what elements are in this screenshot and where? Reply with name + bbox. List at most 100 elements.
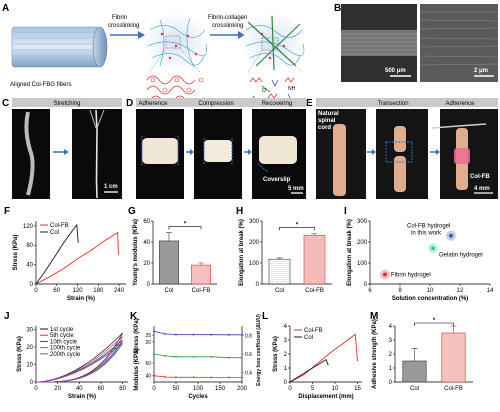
ylabel-G: Young's modulus (KPa): [133, 219, 139, 286]
bar-M-Col-FB: [441, 332, 466, 383]
sem-image-low-mag: [341, 4, 417, 82]
series-point-K: [227, 356, 230, 359]
panel-label-D: D: [126, 98, 133, 109]
category-label-G: Col-FB: [192, 288, 211, 294]
point-label-I: Col-FB hydrogel: [407, 224, 450, 230]
xtick-label-K: 0: [152, 386, 156, 392]
arrow-E1-icon: [367, 149, 376, 155]
series-point-K: [192, 333, 195, 336]
legend-label-L: Col-FB: [304, 328, 323, 334]
chem-label-1: O: [262, 88, 266, 94]
ytick-label-K: 60: [145, 361, 151, 367]
series-point-K: [153, 374, 155, 377]
axes-L: [289, 326, 362, 383]
ytick-label-H: 300: [249, 219, 260, 225]
xtick-label-I: 10: [427, 288, 434, 294]
fibrin-crosslinking-label-l2: crosslinking: [108, 23, 139, 29]
series-point-K: [241, 376, 243, 379]
ylabel-F: Stress (KPa): [13, 235, 19, 271]
panel-B: B 500 μm 2 μm: [334, 3, 499, 82]
series-line-F: [35, 223, 79, 285]
series-loop-J: [35, 343, 123, 383]
panel-label-E: E: [306, 98, 313, 109]
panel-label-M: M: [370, 311, 378, 322]
series-point-K: [164, 376, 166, 378]
scale-bar-C: 1 cm: [104, 184, 118, 190]
series-line-L: [289, 358, 329, 383]
series-point-K: [164, 354, 166, 357]
bar-H-Col-FB: [303, 234, 326, 285]
ytick-label-M: 0: [389, 380, 393, 386]
arrow-E2-icon: [430, 149, 440, 155]
scale-bar-B-left: 500 μm: [385, 68, 406, 74]
photo-stretch-before: [12, 109, 50, 199]
ytick-right-label-K: 0.8: [245, 333, 252, 339]
xtick-label-I: 14: [487, 288, 494, 294]
panel-A: A Aligned Col-FBG fibers Fibrin crosslin…: [2, 3, 305, 105]
xtick-label-J: 20: [54, 386, 61, 392]
xtick-label-J: 40: [76, 386, 83, 392]
bar-H-Col: [268, 258, 291, 285]
colfb-label: Col-FB: [470, 174, 490, 180]
series-point-K: [192, 376, 195, 379]
xtick-label-J: 60: [98, 386, 105, 392]
header-recovering: Recovering: [262, 101, 292, 107]
ytick-label-G: 60: [143, 219, 150, 225]
ylabel-J: Stress (KPa): [17, 336, 23, 372]
header-adherence-E: Adherence: [445, 101, 475, 107]
sig-star-G: *: [184, 222, 187, 228]
cord-label-l3: cord: [318, 125, 331, 131]
ytick-label-M: 1: [389, 366, 393, 372]
series-point-K: [153, 330, 155, 333]
legend-label-J: 200th cycle: [50, 352, 81, 358]
ytick-right-label-K: 0.6: [245, 352, 252, 358]
panel-label-C: C: [2, 98, 9, 109]
series-point-K: [164, 333, 166, 335]
ytick-label-H: 0: [256, 282, 260, 288]
ytick-label-H: 200: [249, 240, 260, 246]
arrow-2-icon: [210, 31, 245, 39]
point-label-I-l2: in this work: [411, 231, 442, 237]
xtick-label-F: 0: [34, 288, 38, 294]
chart-I: I 0 100 200 300 6 8 10 12 14 Elongation at break (…: [344, 206, 494, 302]
xtick-label-I: 8: [398, 288, 402, 294]
ylabel-K-stress: Stress (KPa): [134, 318, 140, 354]
ytick-label-I: 100: [357, 261, 368, 267]
sig-bracket-H: [279, 227, 315, 231]
ytick-label-M: 4: [389, 324, 393, 330]
xtick-label-F: 180: [93, 288, 104, 294]
ylabel-I: Elongation at break (%): [347, 219, 353, 286]
photo-transection: [376, 109, 428, 199]
bar-G-Col: [159, 240, 179, 285]
legend-label-J: 1st cycle: [50, 327, 74, 333]
series-point-K: [210, 376, 213, 379]
scale-bar-B-right: 2 μm: [474, 68, 488, 74]
sig-bracket-G: [168, 226, 202, 230]
header-box-D: [136, 98, 306, 107]
xlabel-L: Displacement (mm): [298, 394, 353, 400]
panel-label-B: B: [334, 3, 341, 14]
ytick-label-J: 30: [26, 328, 33, 334]
cord-label-l1: Natural: [318, 111, 339, 117]
photo-adherence-E: [431, 109, 498, 199]
ytick-label-F: 120: [23, 224, 34, 230]
panel-label-F: F: [4, 206, 10, 217]
fibrin-crosslinking-label-l1: Fibrin: [112, 15, 127, 21]
ytick-label-I: 0: [364, 282, 368, 288]
legend-label-J: 100th cycle: [50, 346, 81, 352]
xlabel-I: Solution concentration (%): [392, 296, 468, 302]
panel-label-K: K: [130, 311, 138, 322]
series-point-K: [153, 353, 155, 355]
ytick-label-L: 1: [284, 366, 288, 372]
fiber-caption: Aligned Col-FBG fibers: [10, 82, 71, 88]
ytick-label-L: 2: [284, 352, 288, 358]
fibrin-collagen-network-illustration: O NH: [241, 14, 305, 105]
sig-star-H: *: [296, 222, 299, 228]
panel-label-H: H: [236, 206, 243, 217]
panel-label-L: L: [262, 311, 268, 322]
bar-G-Col-FB: [191, 264, 211, 285]
chart-M: M 0 1 2 3 4 Adhesive strength (KPa) Col Col-FB *: [370, 311, 473, 392]
point-label-I: Fibrin hydrogel: [391, 273, 431, 279]
arrow-1-icon: [110, 31, 145, 39]
